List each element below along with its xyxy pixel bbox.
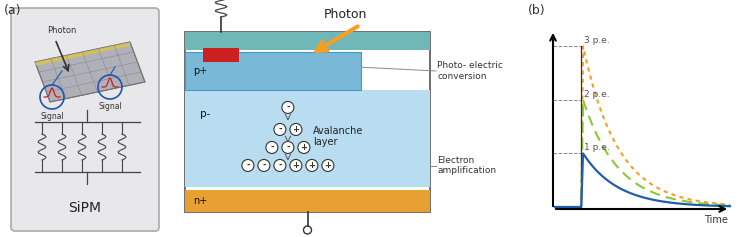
Text: SiPM: SiPM bbox=[68, 201, 101, 215]
Text: -: - bbox=[270, 143, 274, 152]
Bar bbox=[185, 32, 430, 212]
Text: (a): (a) bbox=[4, 4, 22, 17]
Text: +: + bbox=[292, 125, 299, 134]
Bar bbox=[185, 52, 362, 90]
Text: 1 p.e.: 1 p.e. bbox=[584, 143, 610, 152]
Circle shape bbox=[322, 160, 334, 171]
Text: Electron
amplification: Electron amplification bbox=[437, 156, 497, 175]
Circle shape bbox=[258, 160, 270, 171]
FancyBboxPatch shape bbox=[11, 8, 159, 231]
Circle shape bbox=[266, 141, 278, 154]
Bar bbox=[185, 32, 430, 50]
Text: -: - bbox=[278, 161, 282, 170]
Text: p-: p- bbox=[200, 109, 210, 119]
Text: -: - bbox=[262, 161, 266, 170]
Text: +: + bbox=[308, 161, 316, 170]
Circle shape bbox=[274, 160, 286, 171]
Text: Avalanche
layer: Avalanche layer bbox=[313, 126, 363, 147]
Text: Photon: Photon bbox=[323, 8, 367, 21]
Text: 3 p.e.: 3 p.e. bbox=[584, 36, 610, 45]
Text: -: - bbox=[278, 125, 282, 134]
Circle shape bbox=[290, 123, 302, 136]
Text: -: - bbox=[286, 103, 290, 112]
Text: -: - bbox=[246, 161, 250, 170]
Text: Photon: Photon bbox=[47, 26, 76, 35]
Circle shape bbox=[282, 101, 294, 114]
Bar bbox=[185, 90, 430, 187]
Text: +: + bbox=[301, 143, 307, 152]
Polygon shape bbox=[35, 42, 145, 102]
Text: +: + bbox=[325, 161, 332, 170]
Circle shape bbox=[242, 160, 254, 171]
Circle shape bbox=[306, 160, 318, 171]
Bar bbox=[185, 190, 430, 212]
Text: Signal: Signal bbox=[40, 112, 64, 121]
Text: Signal: Signal bbox=[98, 102, 122, 111]
Circle shape bbox=[282, 141, 294, 154]
Text: n+: n+ bbox=[193, 196, 207, 206]
Circle shape bbox=[290, 160, 302, 171]
Text: -: - bbox=[286, 143, 290, 152]
Text: (b): (b) bbox=[528, 4, 545, 17]
Text: 2 p.e.: 2 p.e. bbox=[584, 90, 610, 99]
Text: Photo- electric
conversion: Photo- electric conversion bbox=[437, 61, 503, 81]
Circle shape bbox=[274, 123, 286, 136]
Bar bbox=[203, 48, 239, 62]
Text: p+: p+ bbox=[193, 66, 207, 76]
Polygon shape bbox=[35, 42, 130, 66]
Text: +: + bbox=[292, 161, 299, 170]
Circle shape bbox=[298, 141, 310, 154]
Text: Time: Time bbox=[704, 215, 728, 225]
